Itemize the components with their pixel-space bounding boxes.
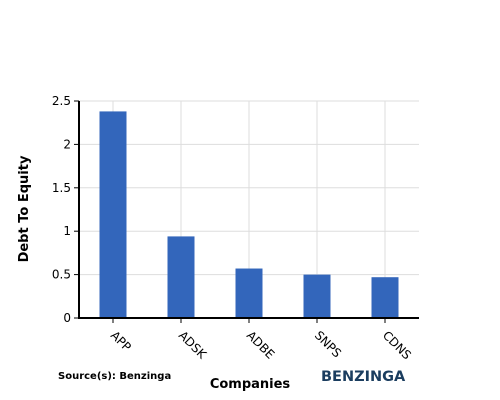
x-tick-label: APP [108, 328, 134, 354]
y-tick-label: 0.5 [52, 268, 71, 282]
bar-snps [303, 274, 331, 318]
brand-logo: BENZINGA [321, 369, 406, 385]
x-tick-label: SNPS [312, 328, 344, 360]
bar-cdns [371, 277, 399, 318]
x-axis-title: Companies [210, 377, 291, 392]
x-tick-label: ADBE [244, 328, 277, 361]
x-tick-labels: APP ADSK ADBE SNPS CDNS [108, 328, 414, 362]
bars [99, 111, 399, 318]
bar-adsk [167, 236, 195, 318]
x-tick-label: CDNS [380, 328, 414, 362]
y-tick-label: 1 [63, 224, 71, 238]
y-tick-label: 0 [63, 311, 71, 325]
bar-app [99, 111, 127, 318]
y-tick-label: 2 [63, 137, 71, 151]
y-tick-label: 1.5 [52, 181, 71, 195]
bar-adbe [235, 268, 263, 318]
source-note: Source(s): Benzinga [58, 371, 172, 382]
y-tick-labels: 0 0.5 1 1.5 2 2.5 [52, 94, 71, 325]
y-axis-title: Debt To Equity [17, 155, 32, 262]
y-tick-label: 2.5 [52, 94, 71, 108]
x-tick-label: ADSK [176, 328, 210, 362]
axes [74, 100, 419, 323]
